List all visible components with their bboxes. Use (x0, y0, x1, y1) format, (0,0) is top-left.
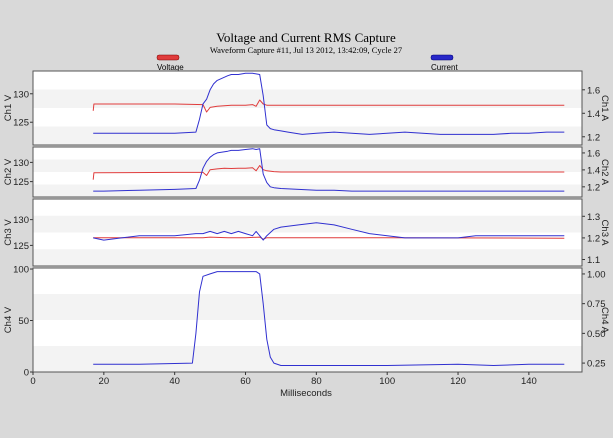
panel-3: 125 130 1.1 1.2 1.3 Ch3 V Ch3 A (3, 198, 610, 267)
left-axis-label: Ch4 V (3, 306, 14, 333)
chart-subtitle: Waveform Capture #11, Jul 13 2012, 13:42… (210, 45, 402, 55)
panel-1: 125 130 1.2 1.4 1.6 Ch1 V Ch1 A (3, 70, 610, 146)
left-tick-label: 125 (13, 177, 29, 188)
right-tick-label: 1.6 (587, 85, 600, 96)
right-axis-label: Ch4 A (599, 307, 610, 334)
grid-band (33, 249, 582, 266)
series-current-line (93, 72, 565, 135)
left-tick-label: 130 (13, 89, 29, 100)
chart-title: Voltage and Current RMS Capture (216, 30, 396, 45)
right-tick-label: 1.2 (587, 233, 600, 244)
series-current-line (93, 222, 565, 241)
right-axis-label: Ch3 A (599, 220, 610, 247)
panel-2: 125 130 1.2 1.4 1.6 Ch2 V Ch2 A (3, 146, 610, 198)
left-tick-label: 130 (13, 158, 29, 169)
series-voltage-line (92, 99, 565, 113)
panels: 125 130 1.2 1.4 1.6 Ch1 V Ch1 A 125 130 1.2 1.4 1.6… (3, 70, 610, 379)
legend-voltage-swatch (156, 54, 180, 61)
x-tick-label: 40 (169, 376, 180, 387)
grid-band (33, 159, 582, 172)
grid-band (33, 346, 582, 372)
left-tick-label: 125 (13, 241, 29, 252)
grid-band (33, 89, 582, 108)
right-tick-label: 1.4 (587, 109, 600, 120)
legend-current-label: Current (431, 63, 458, 72)
panel-4: 0 50 100 0.25 0.50 0.75 1.00 Ch4 V Ch4 A (3, 265, 610, 379)
right-tick-label: 1.4 (587, 165, 600, 176)
series-voltage-line (93, 236, 565, 240)
x-tick-label: 80 (311, 376, 322, 387)
left-tick-label: 100 (13, 265, 29, 276)
series-voltage-line (92, 165, 565, 180)
x-axis-label: Milliseconds (280, 388, 332, 399)
legend-current-swatch (430, 54, 454, 61)
left-tick-label: 130 (13, 215, 29, 226)
plot-frame (32, 146, 583, 198)
right-tick-label: 1.6 (587, 148, 600, 159)
left-axis-label: Ch3 V (3, 219, 14, 246)
right-tick-label: 0.75 (587, 299, 606, 310)
plot-frame (32, 267, 583, 373)
right-tick-label: 1.3 (587, 212, 600, 223)
x-tick-label: 20 (99, 376, 110, 387)
right-tick-label: 1.2 (587, 182, 600, 193)
left-axis-label: Ch2 V (3, 158, 14, 185)
plot-frame (32, 70, 583, 146)
right-tick-label: 0.25 (587, 359, 606, 370)
left-tick-label: 50 (18, 316, 29, 327)
plot-frame (32, 198, 583, 267)
legend-voltage-label: Voltage (157, 63, 184, 72)
left-axis-label: Ch1 V (3, 94, 14, 121)
right-tick-label: 1.2 (587, 132, 600, 143)
right-axis-label: Ch1 A (599, 95, 610, 122)
grid-band (33, 294, 582, 320)
right-tick-label: 1.1 (587, 255, 600, 266)
x-tick-label: 140 (521, 376, 537, 387)
series-current-line (93, 271, 565, 366)
x-tick-label: 100 (379, 376, 395, 387)
right-tick-label: 0.50 (587, 329, 606, 340)
left-tick-label: 0 (24, 368, 29, 379)
right-axis-label: Ch2 A (599, 159, 610, 186)
left-tick-label: 125 (13, 118, 29, 129)
x-axis: 0 20 40 60 80 100 120 140 (30, 372, 537, 387)
series-current-line (93, 148, 565, 192)
x-tick-label: 120 (450, 376, 466, 387)
legend-current: Current (430, 54, 458, 72)
right-tick-label: 1.00 (587, 269, 606, 280)
grid-band (33, 184, 582, 197)
x-tick-label: 60 (240, 376, 251, 387)
x-tick-label: 0 (30, 376, 35, 387)
grid-band (33, 126, 582, 145)
legend-voltage: Voltage (156, 54, 184, 72)
